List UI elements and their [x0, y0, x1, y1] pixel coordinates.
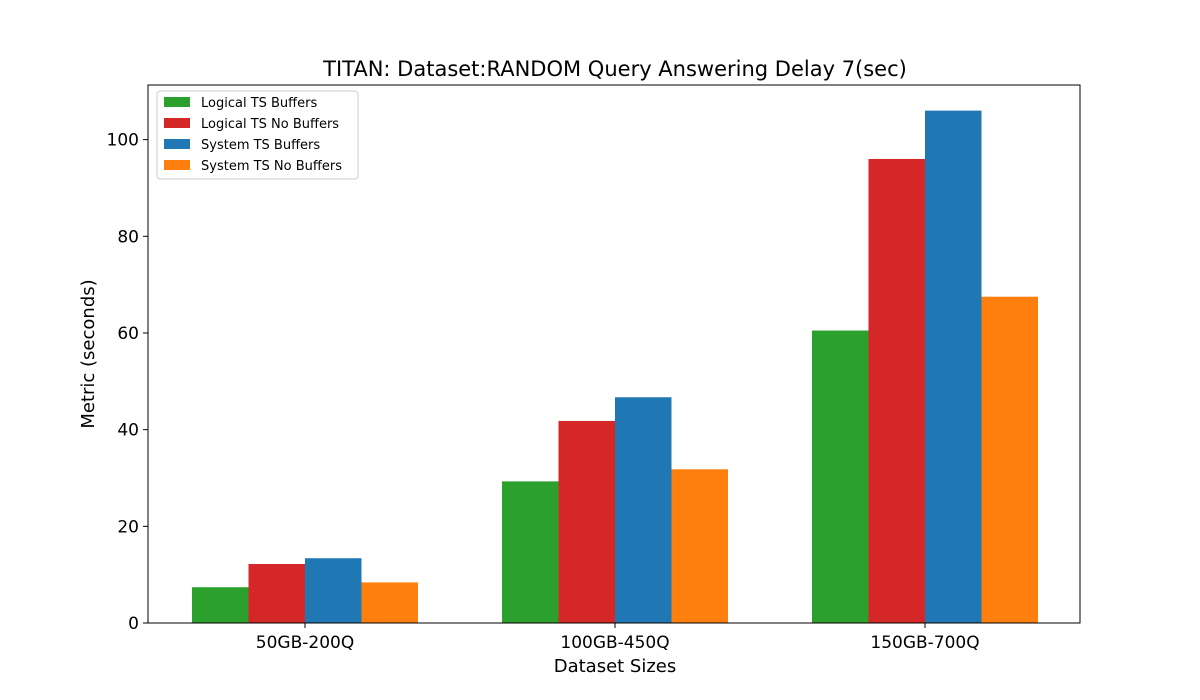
bar-system-ts-no-buffers-150gb-700q: [981, 296, 1038, 623]
x-axis-label: Dataset Sizes: [554, 656, 677, 677]
x-axis: 50GB-200Q 100GB-450Q 150GB-700Q: [256, 623, 980, 653]
bar-logical-ts-no-buffers-100gb-450q: [558, 420, 615, 623]
legend-label: Logical TS No Buffers: [201, 117, 339, 132]
legend-label: System TS No Buffers: [201, 159, 342, 174]
y-tick-label: 40: [117, 421, 139, 441]
bar-system-ts-buffers-150gb-700q: [925, 110, 982, 624]
legend-label: System TS Buffers: [201, 138, 320, 153]
x-tick-label: 150GB-700Q: [870, 633, 979, 653]
legend: Logical TS Buffers Logical TS No Buffers S…: [156, 90, 359, 180]
plot-frame: [147, 84, 1081, 624]
bar-system-ts-buffers-100gb-450q: [615, 397, 672, 623]
bar-system-ts-buffers-50gb-200q: [305, 558, 362, 623]
chart-title: TITAN: Dataset:RANDOM Query Answering De…: [322, 57, 907, 81]
bar-system-ts-no-buffers-50gb-200q: [361, 582, 418, 623]
bar-logical-ts-no-buffers-50gb-200q: [248, 564, 305, 623]
y-tick-label: 60: [117, 324, 139, 344]
legend-swatch: [164, 118, 190, 128]
legend-box: [156, 90, 359, 180]
y-tick-label: 100: [107, 131, 139, 151]
bar-logical-ts-buffers-50gb-200q: [192, 587, 249, 623]
legend-label: Logical TS Buffers: [201, 96, 317, 111]
x-tick-label: 100GB-450Q: [560, 633, 669, 653]
x-tick-label: 50GB-200Q: [256, 633, 354, 653]
bars-group: [192, 110, 1038, 624]
y-axis-label: Metric (seconds): [78, 279, 99, 428]
legend-swatch: [164, 97, 190, 107]
y-tick-label: 0: [128, 614, 139, 634]
y-axis: 0 20 40 60 80 100: [107, 131, 148, 634]
bar-system-ts-no-buffers-100gb-450q: [671, 469, 728, 623]
bar-logical-ts-no-buffers-150gb-700q: [868, 158, 925, 623]
legend-swatch: [164, 139, 190, 149]
y-tick-label: 80: [117, 227, 139, 247]
legend-swatch: [164, 160, 190, 170]
bar-logical-ts-buffers-100gb-450q: [502, 481, 559, 623]
y-tick-label: 20: [117, 517, 139, 537]
bar-logical-ts-buffers-150gb-700q: [812, 330, 869, 623]
